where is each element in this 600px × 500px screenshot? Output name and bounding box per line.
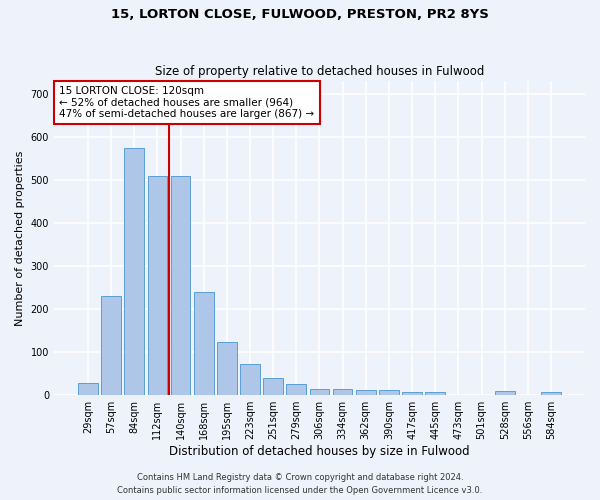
Bar — [356, 390, 376, 394]
Title: Size of property relative to detached houses in Fulwood: Size of property relative to detached ho… — [155, 66, 484, 78]
Text: Contains HM Land Registry data © Crown copyright and database right 2024.
Contai: Contains HM Land Registry data © Crown c… — [118, 474, 482, 495]
Bar — [541, 392, 561, 394]
Bar — [170, 176, 190, 394]
Bar — [101, 296, 121, 394]
Bar — [333, 388, 352, 394]
Text: 15, LORTON CLOSE, FULWOOD, PRESTON, PR2 8YS: 15, LORTON CLOSE, FULWOOD, PRESTON, PR2 … — [111, 8, 489, 20]
Bar — [286, 384, 306, 394]
Bar — [425, 392, 445, 394]
Y-axis label: Number of detached properties: Number of detached properties — [15, 150, 25, 326]
X-axis label: Distribution of detached houses by size in Fulwood: Distribution of detached houses by size … — [169, 444, 470, 458]
Bar — [194, 292, 214, 395]
Bar — [263, 378, 283, 394]
Bar — [78, 383, 98, 394]
Bar — [240, 364, 260, 394]
Bar — [402, 392, 422, 394]
Bar — [124, 148, 144, 394]
Bar — [148, 176, 167, 394]
Bar — [495, 392, 515, 394]
Bar — [217, 342, 236, 394]
Bar — [310, 388, 329, 394]
Text: 15 LORTON CLOSE: 120sqm
← 52% of detached houses are smaller (964)
47% of semi-d: 15 LORTON CLOSE: 120sqm ← 52% of detache… — [59, 86, 314, 119]
Bar — [379, 390, 399, 394]
